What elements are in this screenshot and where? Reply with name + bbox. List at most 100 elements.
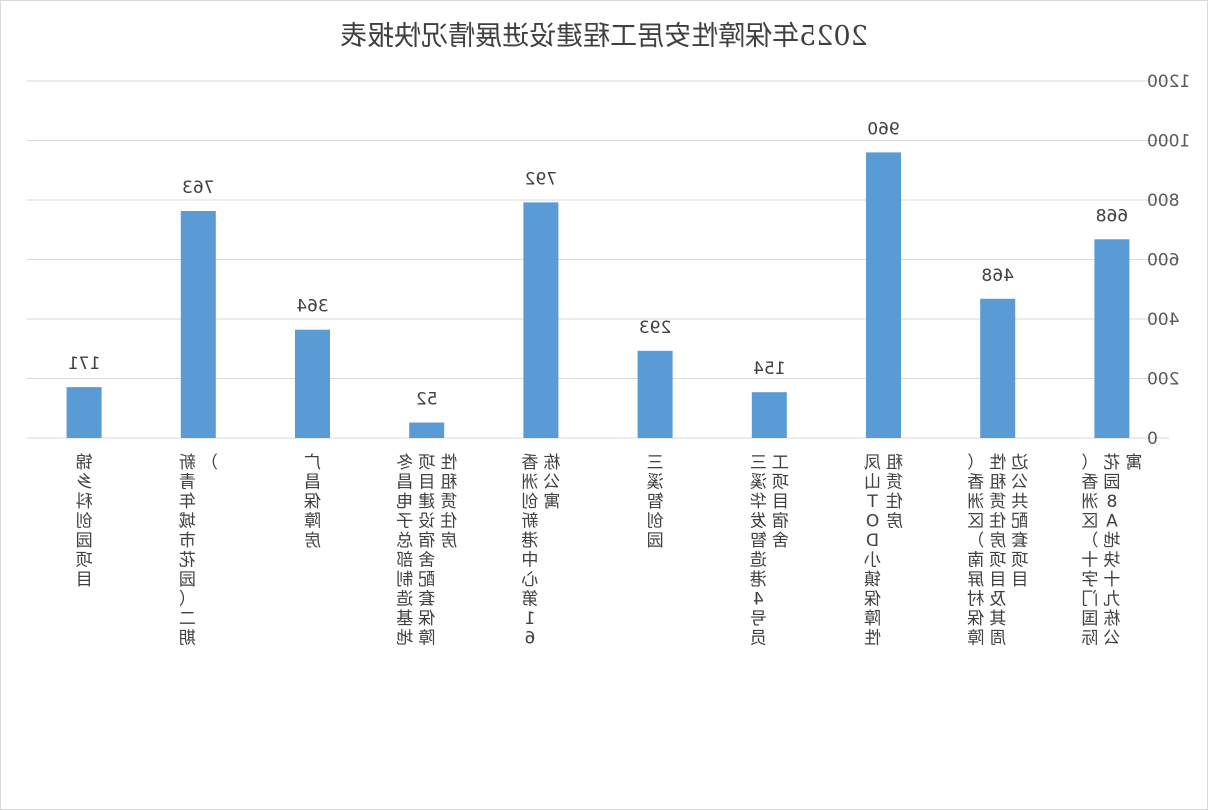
category-label-char: 赁: [886, 473, 903, 493]
category-label-char: 部: [396, 551, 413, 571]
data-labels: 171 763 364 52 792 293 154 960 468 668: [68, 119, 1128, 409]
y-tick-label: 200: [1147, 370, 1179, 390]
category-label-char: 1: [524, 609, 535, 629]
category-label-char: ）: [967, 531, 984, 551]
category-label-char: 共: [1011, 492, 1028, 512]
category-label-char: 第: [521, 590, 538, 610]
category-label-char: 智: [750, 531, 767, 551]
category-label-char: 目: [772, 492, 789, 512]
category-label-char: 及: [989, 590, 1006, 610]
category-label-char: A: [1106, 512, 1118, 532]
category-label-char: 障: [304, 512, 321, 532]
category-label-char: 香: [521, 453, 538, 473]
category-label-char: 创: [647, 512, 664, 532]
category-label-char: 目: [418, 473, 435, 493]
category-label-char: 配: [1011, 512, 1028, 532]
bar: [523, 202, 559, 438]
category-label-char: 期: [179, 629, 196, 649]
category-label-char: 凤: [864, 453, 881, 473]
category-label-char: 宿: [772, 512, 789, 532]
category-label-char: 镇: [864, 570, 881, 590]
bar: [180, 211, 216, 438]
data-label: 52: [416, 390, 438, 410]
category-label-char: 园: [76, 531, 93, 551]
category-label-char: 洲: [967, 492, 984, 512]
category-label-char: 工: [772, 453, 789, 473]
category-label-char: 保: [418, 609, 435, 629]
category-label: 凤山 T O D 小镇保障性 租赁住房: [864, 453, 903, 649]
category-label-char: 广: [304, 453, 321, 473]
category-label-char: 创: [521, 492, 538, 512]
y-tick-label: 600: [1147, 251, 1179, 271]
category-label-char: 8: [1106, 492, 1117, 512]
category-label-char: 地: [396, 629, 413, 649]
category-label-char: 十: [1081, 551, 1098, 571]
category-label-char: 造: [750, 551, 767, 571]
category-label-char: 子: [396, 512, 413, 532]
category-label-char: 障: [418, 629, 435, 649]
category-label-char: 块: [1103, 551, 1120, 571]
category-label-char: 年: [179, 492, 196, 512]
category-label-char: 寓: [543, 492, 560, 512]
category-label-char: 九: [1103, 590, 1120, 610]
category-label-char: 门: [1081, 590, 1098, 610]
category-label-char: 员: [750, 629, 767, 649]
category-label-char: 造: [396, 590, 413, 610]
data-label: 763: [182, 178, 214, 198]
data-label: 960: [867, 119, 899, 139]
category-label-char: 障: [967, 629, 984, 649]
category-label-char: 公: [1011, 473, 1028, 493]
category-label-char: 园: [1103, 473, 1120, 493]
category-label-char: 项: [76, 551, 93, 571]
bar: [1094, 239, 1130, 438]
category-label-char: 三: [647, 453, 664, 473]
category-label-char: 园: [647, 531, 664, 551]
category-label-char: 性: [440, 453, 457, 473]
y-tick-label: 400: [1147, 310, 1179, 330]
category-label-char: 公: [1103, 629, 1120, 649]
category-label-char: 创: [76, 512, 93, 532]
category-label-char: 屏: [967, 570, 984, 590]
bar: [66, 387, 102, 438]
category-label-char: 中: [521, 551, 538, 571]
category-label-char: 租: [989, 473, 1006, 493]
category-label-char: 花: [1103, 453, 1120, 473]
category-label-char: 溪: [647, 473, 664, 493]
bar: [637, 350, 673, 438]
category-label-char: ）: [1081, 531, 1098, 551]
category-label-char: 公: [543, 473, 560, 493]
data-label: 792: [525, 169, 557, 189]
category-label-char: 洲: [521, 473, 538, 493]
category-label-char: 项: [418, 453, 435, 473]
gridlines: [27, 80, 1169, 439]
category-label-char: 锦: [76, 453, 93, 473]
y-tick-label: 800: [1147, 191, 1179, 211]
category-label-char: 昌: [304, 473, 321, 493]
category-label-char: 山: [864, 473, 881, 493]
chart-title: 2025年保障性安居工程建设进展情况快报表: [340, 21, 868, 52]
category-label-char: 赁: [440, 492, 457, 512]
category-label-char: 房: [886, 512, 903, 532]
category-label-char: 项: [772, 473, 789, 493]
category-label-char: 南: [967, 551, 984, 571]
category-label-char: 青: [179, 473, 196, 493]
y-axis-ticks: 0 200 400 600 800 1000 1200: [1147, 72, 1190, 449]
category-label-char: 国: [1081, 609, 1098, 629]
category-label-char: 十: [1103, 570, 1120, 590]
bars: [66, 152, 1130, 438]
category-label: 新青年城市花园（二期 ）: [179, 453, 218, 649]
category-label-char: 新: [521, 512, 538, 532]
category-label-char: 房: [304, 531, 321, 551]
category-label-char: 地: [1103, 531, 1120, 551]
category-label-char: 性: [864, 629, 881, 649]
category-label-char: （: [967, 453, 984, 473]
data-label: 171: [68, 354, 100, 374]
category-label-char: O: [866, 512, 879, 532]
category-label: 广昌保障房: [304, 453, 321, 551]
category-label-char: T: [867, 492, 879, 512]
category-label-char: 边: [1011, 453, 1028, 473]
bar: [866, 152, 901, 438]
category-label-char: 总: [396, 531, 413, 551]
